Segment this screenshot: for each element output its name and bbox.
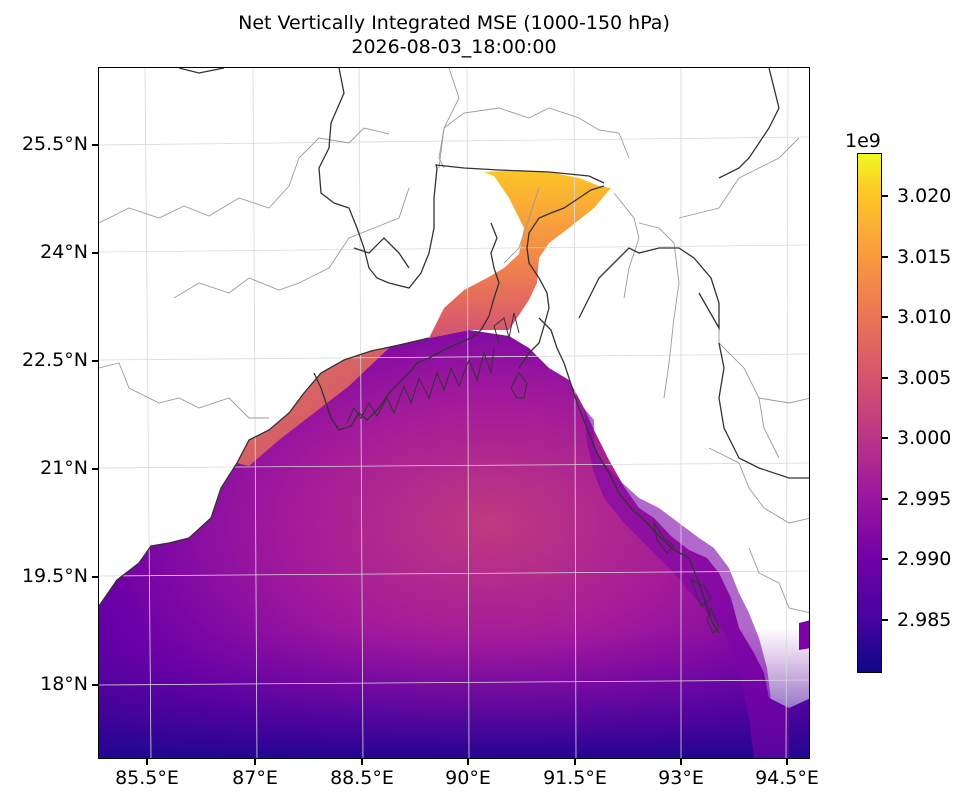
colorbar-label: 3.015 <box>897 246 952 268</box>
map-panel[interactable] <box>98 67 810 759</box>
lon-tick-mark <box>146 759 148 765</box>
lat-label: 25.5°N <box>21 133 88 155</box>
lon-label: 94.5°E <box>755 767 819 789</box>
lat-label: 19.5°N <box>21 565 88 587</box>
colorbar-label: 3.000 <box>897 427 952 449</box>
colorbar-label: 2.985 <box>897 609 952 631</box>
colorbar-tick <box>882 498 888 500</box>
lat-tick-mark <box>92 576 98 578</box>
lon-tick-mark <box>361 759 363 765</box>
colorbar-tick <box>882 195 888 197</box>
graticule <box>99 68 809 758</box>
lat-tick-mark <box>92 360 98 362</box>
colorbar-label: 3.005 <box>897 367 952 389</box>
lat-tick-mark <box>92 468 98 470</box>
map-timestamp: 2026-08-03_18:00:00 <box>351 36 557 58</box>
lon-tick-mark <box>254 759 256 765</box>
lat-tick-mark <box>92 144 98 146</box>
coastline <box>99 68 809 634</box>
colorbar-multiplier: 1e9 <box>845 130 881 152</box>
colorbar-label: 3.020 <box>897 185 952 207</box>
lon-label: 87°E <box>232 767 278 789</box>
colorbar-tick <box>882 377 888 379</box>
colorbar-label: 3.010 <box>897 306 952 328</box>
lat-label: 24°N <box>40 241 88 263</box>
colorbar-tick <box>882 619 888 621</box>
lat-label: 18°N <box>40 673 88 695</box>
colorbar-tick <box>882 437 888 439</box>
lon-label: 85.5°E <box>115 767 179 789</box>
lon-label: 93°E <box>658 767 704 789</box>
colorbar-tick <box>882 256 888 258</box>
colorbar-tick <box>882 558 888 560</box>
lat-tick-mark <box>92 252 98 254</box>
lon-label: 90°E <box>445 767 491 789</box>
lon-tick-mark <box>574 759 576 765</box>
colorbar-tick <box>882 316 888 318</box>
lon-label: 91.5°E <box>543 767 607 789</box>
lon-label: 88.5°E <box>330 767 394 789</box>
lat-label: 21°N <box>40 457 88 479</box>
mse-field <box>99 170 809 758</box>
lat-tick-mark <box>92 684 98 686</box>
map-title: Net Vertically Integrated MSE (1000-150 … <box>238 12 670 34</box>
map-canvas <box>99 68 809 758</box>
delta-coast <box>346 312 720 634</box>
colorbar <box>857 153 882 673</box>
lon-tick-mark <box>786 759 788 765</box>
lon-tick-mark <box>680 759 682 765</box>
colorbar-label: 2.995 <box>897 488 952 510</box>
lat-label: 22.5°N <box>21 349 88 371</box>
colorbar-label: 2.990 <box>897 548 952 570</box>
lon-tick-mark <box>467 759 469 765</box>
